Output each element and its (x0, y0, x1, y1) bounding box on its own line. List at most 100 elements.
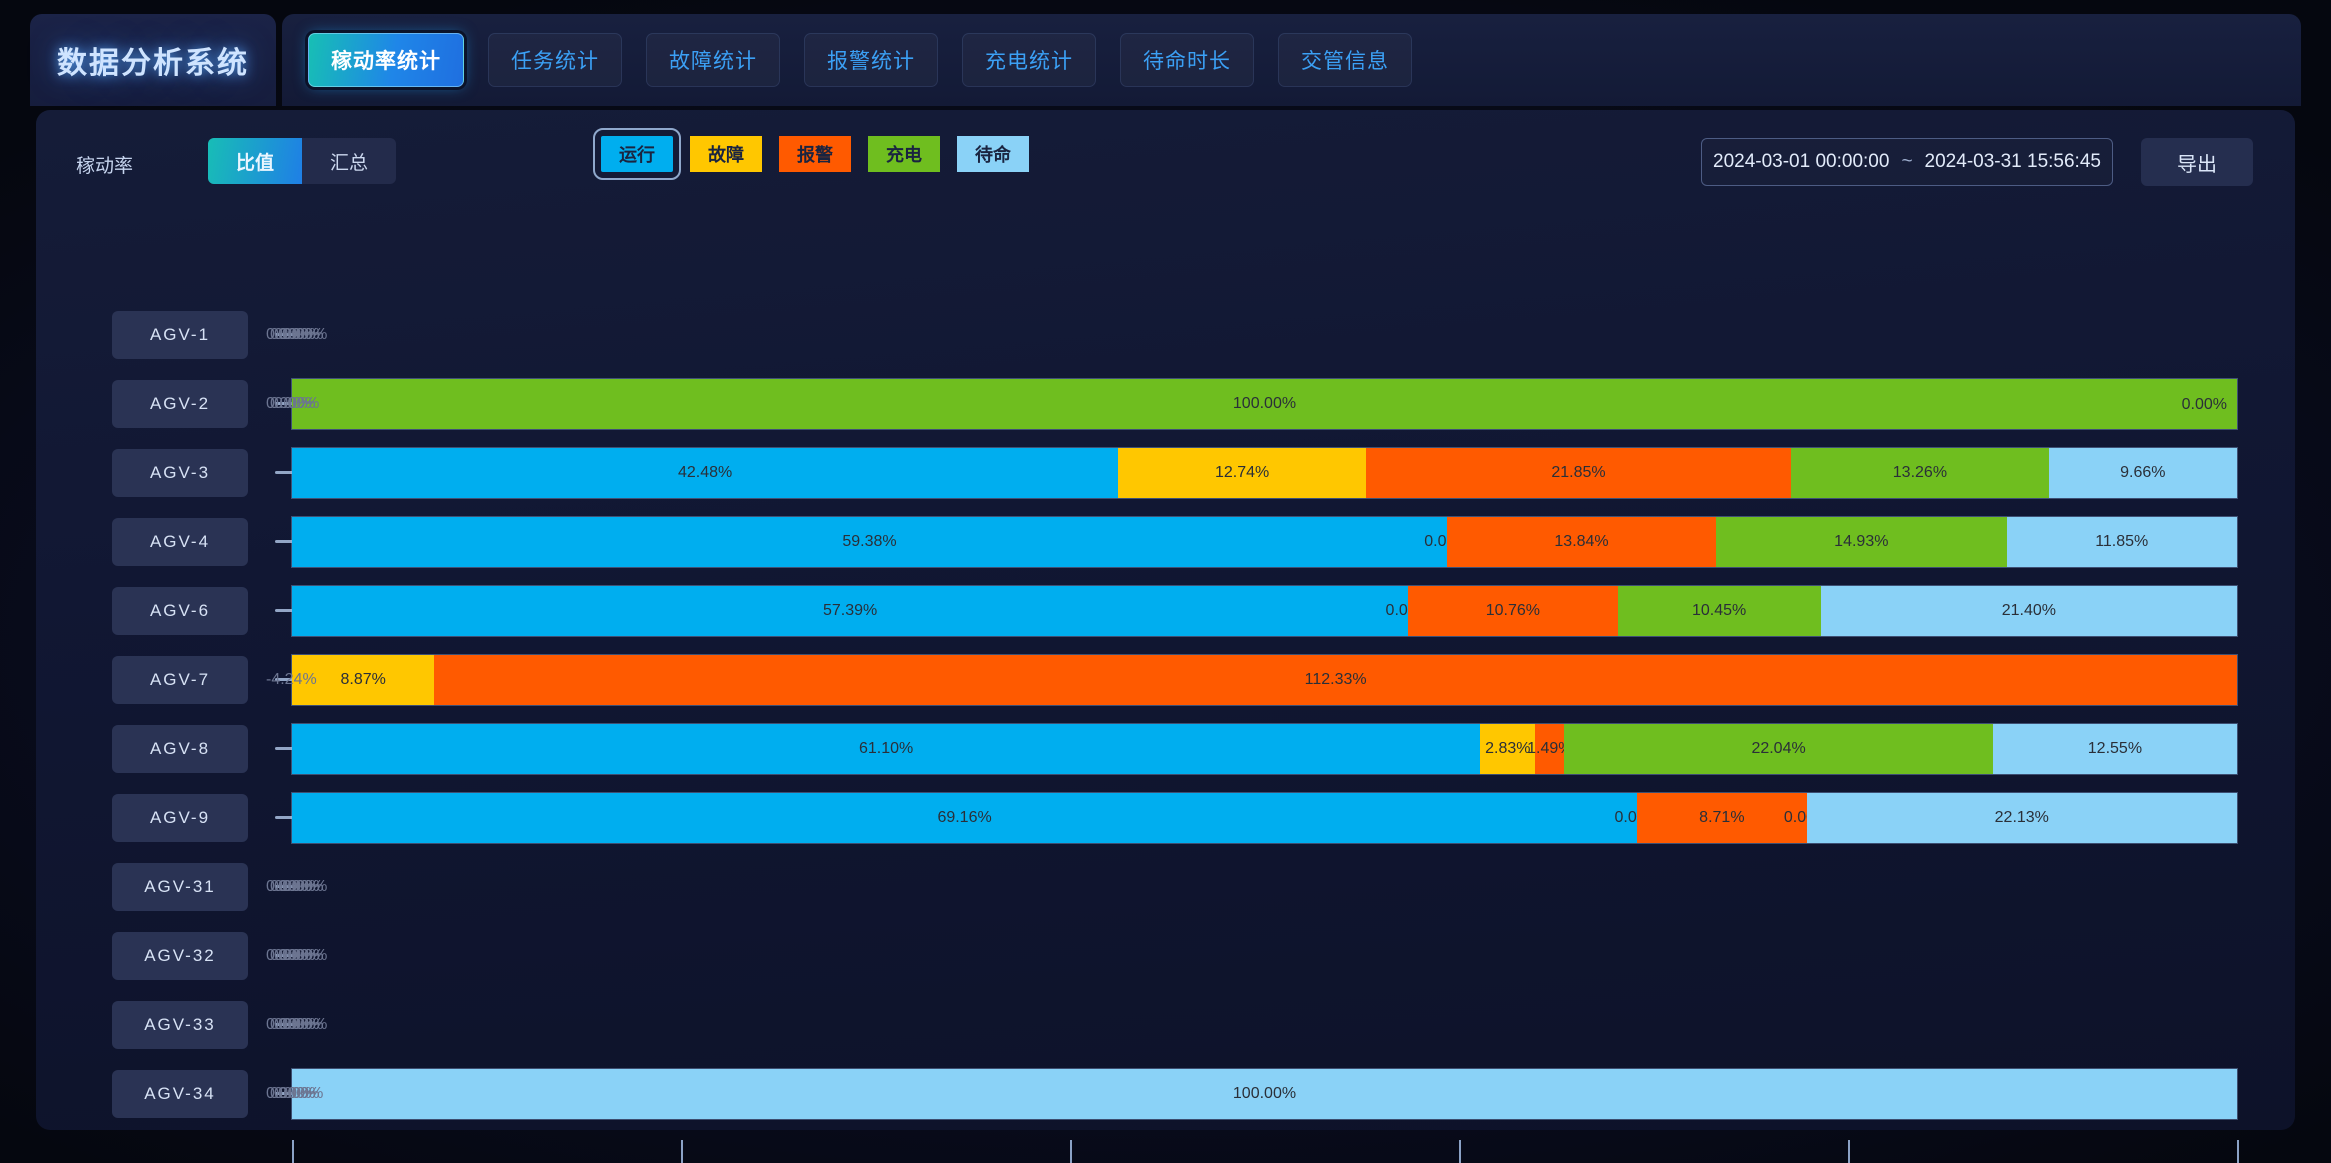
chart-row: AGV-9 69.16%0.00%8.71%0.00%22.13% (36, 783, 2295, 852)
category-button-AGV-9[interactable]: AGV-9 (112, 793, 248, 842)
series-legend: 运行 故障 报警 充电 待命 (593, 128, 1029, 180)
x-axis-tick (1848, 1140, 1850, 1163)
category-button-AGV-31[interactable]: AGV-31 (112, 862, 248, 911)
tab-2[interactable]: 故障统计 (646, 33, 780, 87)
category-button-AGV-2[interactable]: AGV-2 (112, 379, 248, 428)
bar-area: 59.38%0.00%13.84%14.93%11.85% (292, 516, 2237, 567)
bar-segment-value: 13.26% (1892, 463, 1948, 481)
bar-segment-value: 8.71% (1699, 808, 1745, 826)
tab-3[interactable]: 报警统计 (804, 33, 938, 87)
bar-segment-报警[interactable]: 13.84% (1446, 516, 1717, 567)
zero-value-label: 0.00% (270, 946, 316, 964)
bar-segment-充电[interactable]: 22.04% (1564, 723, 1993, 774)
zero-value-label: 0.00% (266, 1084, 312, 1102)
zero-value-label: 0.00% (266, 1015, 312, 1033)
bar-segment-故障[interactable]: 8.87% (292, 654, 435, 705)
bar-area: 57.39%0.00%10.76%10.45%21.40% (292, 585, 2237, 636)
bar-segment-待命[interactable]: 22.13% (1806, 792, 2237, 843)
bar-segment-报警[interactable]: 21.85% (1366, 447, 1791, 498)
bar-segment-报警[interactable]: 1.49% (1527, 723, 1572, 774)
category-button-AGV-7[interactable]: AGV-7 (112, 655, 248, 704)
tab-label: 充电统计 (985, 50, 1073, 73)
category-button-AGV-8[interactable]: AGV-8 (112, 724, 248, 773)
bar-area: 0.00% 0.00% 0.00% 0.00% 0.00% (266, 931, 2237, 981)
legend-item-2[interactable]: 报警 (779, 136, 851, 172)
tab-label: 稼动率统计 (331, 50, 441, 73)
bar-segment-报警[interactable]: 8.71% (1637, 792, 1807, 843)
row-tick-marker (275, 816, 300, 819)
stacked-bar[interactable]: 100.00% (292, 378, 2237, 429)
mode-option-0[interactable]: 比值 (208, 138, 302, 184)
bar-segment-value: 11.85% (2095, 532, 2149, 550)
bar-area: 61.10% 2.83% 1.49% 22.04% 12.55% (292, 723, 2237, 774)
bar-segment-待命[interactable]: 12.55% (1992, 723, 2237, 774)
zero-value-label: 0.00% (278, 325, 324, 343)
bar-segment-value: 42.48% (677, 463, 733, 481)
legend-item-1[interactable]: 故障 (690, 136, 762, 172)
chart-row: AGV-2 100.00% 0.00% 0.00% 0.00% 0.00% (36, 369, 2295, 438)
bar-area: 8.87% 112.33% -4.24% (266, 654, 2237, 705)
legend-item-4[interactable]: 待命 (957, 136, 1029, 172)
bar-segment-报警[interactable]: 112.33% (434, 654, 2237, 705)
legend-item-3[interactable]: 充电 (868, 136, 940, 172)
bar-segment-value: 100.00% (1232, 1084, 1297, 1102)
category-button-AGV-3[interactable]: AGV-3 (112, 448, 248, 497)
bar-segment-运行[interactable]: 42.48% (292, 447, 1119, 498)
bar-segment-运行[interactable]: 61.10% (292, 723, 1481, 774)
tab-4[interactable]: 充电统计 (962, 33, 1096, 87)
bar-segment-value: 112.33% (1304, 670, 1367, 688)
row-tick-marker (275, 747, 300, 750)
bar-segment-待命[interactable]: 11.85% (2006, 516, 2237, 567)
stacked-bar[interactable]: 59.38%0.00%13.84%14.93%11.85% (292, 516, 2237, 567)
row-tick-marker (275, 678, 300, 681)
category-button-AGV-33[interactable]: AGV-33 (112, 1000, 248, 1049)
stacked-bar[interactable]: 42.48% 12.74% 21.85% 13.26% 9.66% (292, 447, 2237, 498)
bar-segment-value: 10.45% (1692, 601, 1747, 619)
tab-0[interactable]: 稼动率统计 (308, 33, 464, 87)
bar-segment-故障[interactable]: 12.74% (1118, 447, 1366, 498)
export-button[interactable]: 导出 (2141, 138, 2253, 186)
category-button-AGV-34[interactable]: AGV-34 (112, 1069, 248, 1118)
bar-segment-运行[interactable]: 59.38% (292, 516, 1447, 567)
bar-area: 0.00% 0.00% 0.00% 0.00% 0.00% (266, 862, 2237, 912)
bar-segment-报警[interactable]: 10.76% (1408, 585, 1618, 636)
bar-area: 69.16%0.00%8.71%0.00%22.13% (292, 792, 2237, 843)
stacked-bar[interactable]: 57.39%0.00%10.76%10.45%21.40% (292, 585, 2237, 636)
bar-segment-故障[interactable]: 2.83% (1480, 723, 1536, 774)
legend-item-0[interactable]: 运行 (593, 128, 681, 180)
zero-value-label: 0.00% (274, 877, 320, 895)
tab-5[interactable]: 待命时长 (1120, 33, 1254, 87)
bar-segment-充电[interactable]: 10.45% (1617, 585, 1821, 636)
row-tick-marker (275, 954, 300, 957)
tab-label: 故障统计 (669, 50, 757, 73)
zero-value-label: 0.00% (274, 946, 320, 964)
category-button-AGV-6[interactable]: AGV-6 (112, 586, 248, 635)
bar-segment-运行[interactable]: 57.39% (292, 585, 1409, 636)
mode-option-1[interactable]: 汇总 (329, 152, 368, 174)
zero-value-label: -4.24% (266, 670, 317, 688)
x-axis-tick (2237, 1140, 2239, 1163)
category-button-AGV-32[interactable]: AGV-32 (112, 931, 248, 980)
row-tick-marker (275, 540, 300, 543)
zero-value-label: 0.00% (266, 877, 312, 895)
bar-segment-充电[interactable]: 100.00% (292, 378, 2237, 429)
bar-segment-待命[interactable]: 100.00% (292, 1068, 2237, 1119)
bar-segment-待命[interactable]: 9.66% (2048, 447, 2237, 498)
stacked-bar[interactable]: 69.16%0.00%8.71%0.00%22.13% (292, 792, 2237, 843)
stacked-bar[interactable]: 61.10% 2.83% 1.49% 22.04% 12.55% (292, 723, 2237, 774)
tab-1[interactable]: 任务统计 (488, 33, 622, 87)
bar-segment-充电[interactable]: 13.26% (1790, 447, 2049, 498)
bar-segment-运行[interactable]: 69.16% (292, 792, 1638, 843)
date-range-picker[interactable]: 2024-03-01 00:00:00 ~ 2024-03-31 15:56:4… (1701, 138, 2113, 186)
bar-segment-value: 12.74% (1214, 463, 1270, 481)
tab-6[interactable]: 交管信息 (1278, 33, 1412, 87)
zero-value-label: 0.00% (270, 877, 316, 895)
chart-row: AGV-32 0.00% 0.00% 0.00% 0.00% 0.00% (36, 921, 2295, 990)
category-button-AGV-1[interactable]: AGV-1 (112, 310, 248, 359)
stacked-bar[interactable]: 100.00% (292, 1068, 2237, 1119)
category-button-AGV-4[interactable]: AGV-4 (112, 517, 248, 566)
zero-value-label: 0.00% (278, 877, 324, 895)
bar-segment-充电[interactable]: 14.93% (1716, 516, 2007, 567)
stacked-bar[interactable]: 8.87% 112.33% (292, 654, 2237, 705)
bar-segment-待命[interactable]: 21.40% (1820, 585, 2237, 636)
